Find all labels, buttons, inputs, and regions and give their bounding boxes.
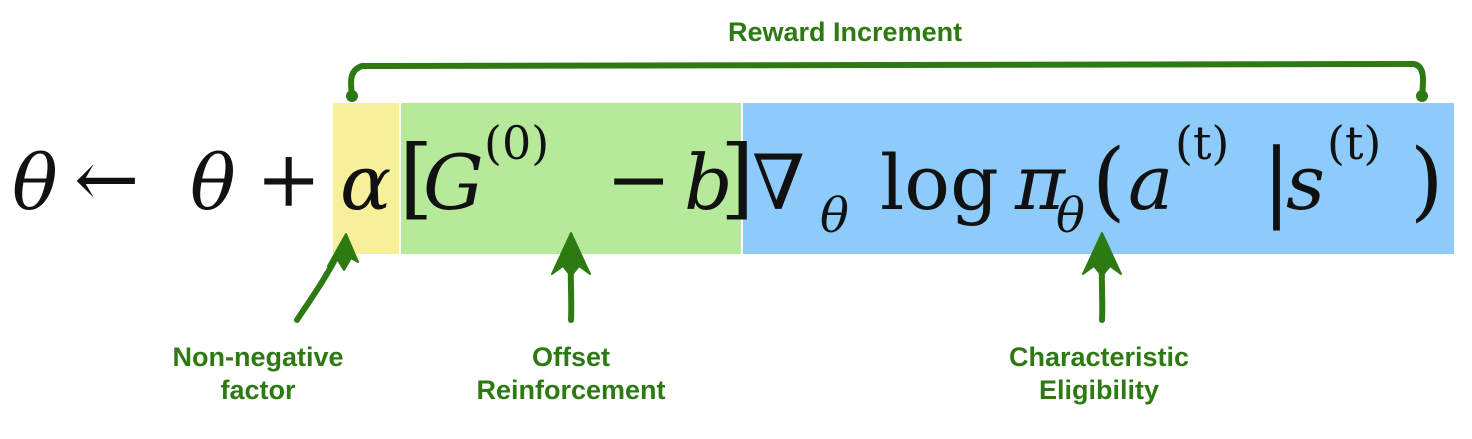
brace-left-end-dot — [346, 90, 358, 102]
a-superscript: (t) — [1175, 116, 1230, 170]
reward-increment-brace — [348, 61, 1426, 98]
minus-symbol: − — [606, 135, 672, 225]
left-paren: ( — [1092, 131, 1126, 231]
characteristic-label-line1: Characteristic — [1008, 342, 1190, 372]
brace-right-end-dot — [1416, 90, 1428, 102]
non-negative-label-line2: factor — [220, 375, 296, 405]
theta-symbol: θ — [12, 138, 58, 227]
right-bracket: ] — [720, 126, 755, 229]
plus-symbol: + — [256, 135, 322, 225]
characteristic-eligibility-label: Characteristic Eligibility — [954, 341, 1244, 407]
offset-label-line1: Offset — [531, 342, 610, 372]
left-arrow-symbol: ← — [74, 135, 140, 225]
characteristic-label-line2: Eligibility — [1038, 375, 1159, 405]
arrow-head-offset-icon — [551, 232, 591, 277]
arrow-head-alpha-icon — [327, 233, 359, 271]
nabla-subscript: θ — [820, 188, 849, 244]
pi-symbol: π — [1015, 138, 1065, 227]
nabla-symbol: ∇ — [752, 138, 806, 227]
offset-reinforcement-label: Offset Reinforcement — [441, 341, 701, 407]
non-negative-factor-label: Non-negative factor — [128, 341, 388, 407]
g-superscript: (0) — [484, 116, 550, 170]
return-symbol-g: G — [423, 138, 484, 227]
left-bracket: [ — [399, 126, 434, 229]
eligibility-highlight-box — [743, 103, 1454, 254]
action-symbol-a: a — [1128, 138, 1174, 227]
right-paren: ) — [1410, 131, 1444, 231]
offset-label-line2: Reinforcement — [476, 375, 666, 405]
reward-increment-label: Reward Increment — [728, 17, 963, 47]
arrow-head-eligibility-icon — [1082, 232, 1122, 277]
log-operator: log — [880, 138, 999, 227]
conditional-bar: | — [1262, 131, 1291, 231]
baseline-symbol-b: b — [684, 138, 733, 227]
s-superscript: (t) — [1327, 116, 1382, 170]
theta-symbol: θ — [190, 138, 236, 227]
state-symbol-s: s — [1286, 138, 1326, 227]
offset-highlight-box — [401, 103, 741, 254]
alpha-symbol: α — [340, 138, 392, 227]
pi-subscript: θ — [1056, 188, 1085, 244]
non-negative-label-line1: Non-negative — [172, 342, 344, 372]
alpha-highlight-box — [333, 103, 399, 254]
